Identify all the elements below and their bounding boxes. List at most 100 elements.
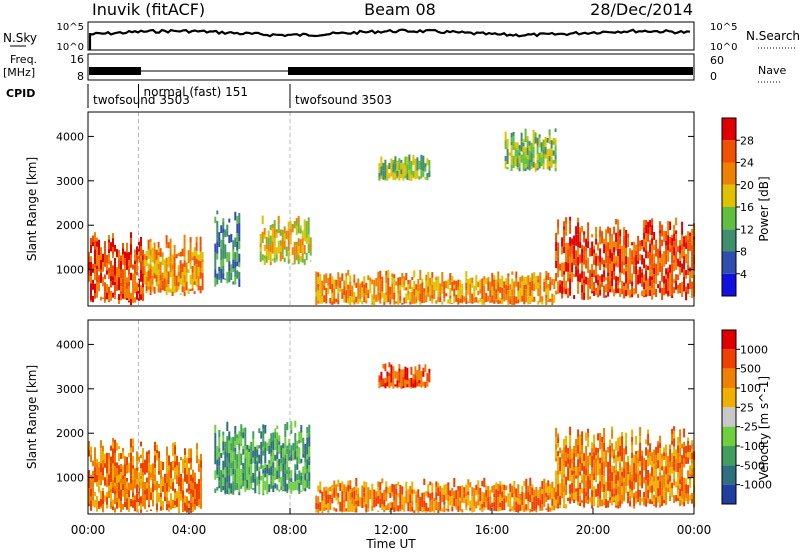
echo-cell <box>250 464 253 471</box>
echo-cell <box>679 290 682 294</box>
echo-cell <box>361 497 364 502</box>
echo-cell <box>124 470 126 477</box>
echo-cell <box>617 494 620 502</box>
echo-cell <box>453 284 456 289</box>
echo-cell <box>467 288 470 295</box>
echo-cell <box>459 486 462 492</box>
echo-cell <box>603 277 606 282</box>
echo-cell <box>595 458 598 466</box>
echo-cell <box>587 241 590 248</box>
echo-cell <box>689 445 692 452</box>
echo-cell <box>555 290 558 295</box>
echo-cell <box>395 495 398 504</box>
power-colorbar-label: Power [dB] <box>757 176 771 241</box>
echo-cell <box>164 473 166 478</box>
echo-cell <box>523 284 526 290</box>
echo-cell <box>503 494 506 499</box>
echo-cell <box>157 242 160 248</box>
echo-cell <box>276 463 279 471</box>
echo-cell <box>515 278 518 287</box>
echo-cell <box>143 254 146 260</box>
echo-cell <box>621 261 624 269</box>
echo-cell <box>536 168 539 171</box>
echo-cell <box>537 282 540 289</box>
echo-cell <box>593 290 596 296</box>
colorbar-tick-label: 500 <box>740 363 761 376</box>
echo-cell <box>155 255 158 260</box>
echo-cell <box>667 271 670 279</box>
echo-cell <box>296 448 299 457</box>
echo-cell <box>520 145 523 152</box>
echo-cell <box>631 465 634 475</box>
echo-cell <box>222 273 225 279</box>
echo-cell <box>631 490 634 498</box>
echo-cell <box>234 276 237 282</box>
echo-cell <box>234 479 237 485</box>
echo-cell <box>387 487 390 494</box>
echo-cell <box>275 259 278 262</box>
echo-cell <box>581 255 584 263</box>
echo-cell <box>575 491 578 501</box>
echo-cell <box>669 492 672 496</box>
echo-cell <box>176 461 178 466</box>
x-tick-label: 12:00 <box>374 523 409 537</box>
echo-cell <box>157 264 160 270</box>
echo-cell <box>132 455 134 465</box>
echo-cell <box>268 460 271 465</box>
echo-cell <box>266 473 269 483</box>
echo-cell <box>651 485 654 493</box>
echo-cell <box>309 251 312 256</box>
echo-cell <box>417 489 420 498</box>
echo-cell <box>110 492 112 502</box>
echo-cell <box>412 383 415 388</box>
echo-cell <box>523 506 526 512</box>
echo-cell <box>573 259 576 266</box>
echo-cell <box>351 497 354 505</box>
echo-cell <box>671 237 674 246</box>
echo-cell <box>116 462 118 468</box>
echo-cell <box>262 428 265 439</box>
echo-cell <box>300 438 303 443</box>
echo-cell <box>104 291 106 301</box>
echo-cell <box>299 256 302 261</box>
echo-cell <box>554 163 557 168</box>
echo-cell <box>536 145 539 155</box>
echo-cell <box>422 367 425 372</box>
echo-cell <box>195 250 198 259</box>
echo-cell <box>681 455 684 464</box>
echo-cell <box>214 433 217 442</box>
echo-cell <box>408 170 411 180</box>
echo-cell <box>627 237 630 248</box>
echo-cell <box>406 173 409 180</box>
echo-cell <box>559 284 562 293</box>
echo-cell <box>118 482 120 486</box>
echo-cell <box>579 482 582 489</box>
echo-cell <box>539 292 542 296</box>
echo-cell <box>569 224 572 234</box>
echo-cell <box>238 236 241 242</box>
echo-cell <box>112 472 114 480</box>
echo-cell <box>510 141 513 146</box>
echo-cell <box>583 231 586 235</box>
echo-cell <box>108 267 110 274</box>
echo-cell <box>524 156 527 165</box>
echo-cell <box>651 461 654 468</box>
echo-cell <box>240 460 243 466</box>
echo-cell <box>513 510 516 512</box>
echo-cell <box>409 494 412 504</box>
echo-cell <box>643 219 646 228</box>
echo-cell <box>593 253 596 260</box>
echo-cell <box>179 278 182 285</box>
echo-cell <box>234 252 237 262</box>
echo-cell <box>605 463 608 467</box>
freq-unit: [MHz] <box>3 66 35 79</box>
echo-cell <box>304 443 307 451</box>
echo-cell <box>669 281 672 290</box>
echo-cell <box>262 438 265 447</box>
echo-cell <box>98 255 100 264</box>
echo-cell <box>224 278 227 280</box>
echo-cell <box>657 476 660 481</box>
echo-cell <box>272 440 275 451</box>
echo-cell <box>386 174 389 181</box>
echo-cell <box>355 296 358 303</box>
